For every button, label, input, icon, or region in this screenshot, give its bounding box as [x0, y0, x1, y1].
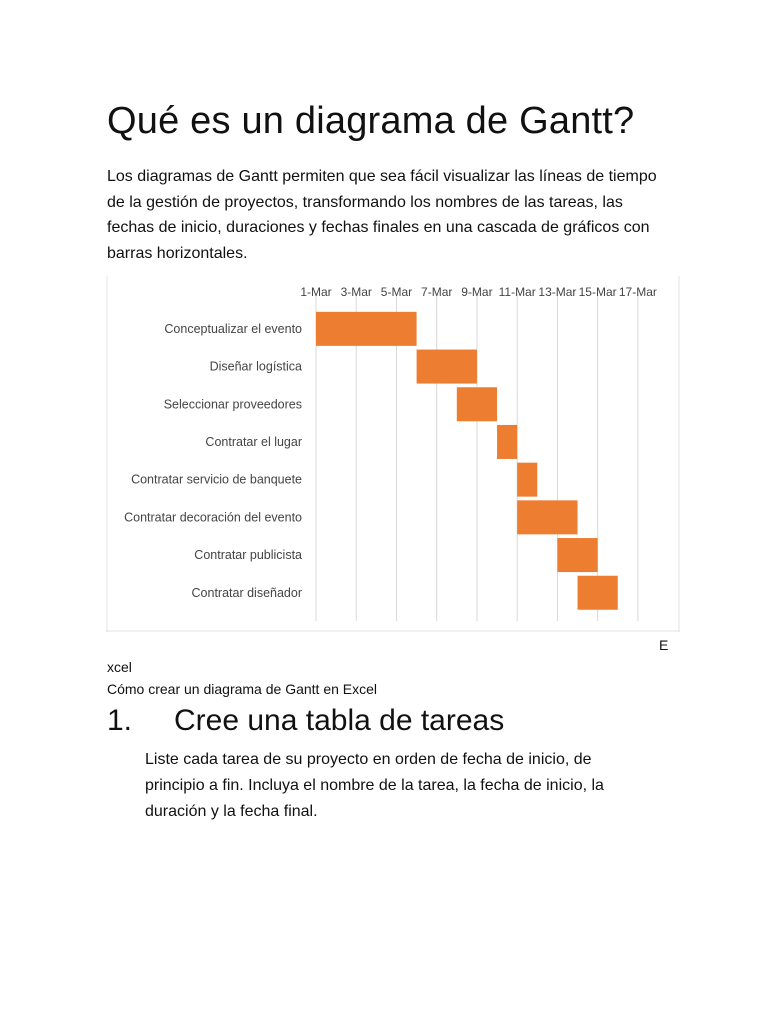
task-label: Contratar diseñador — [192, 586, 302, 600]
task-label: Diseñar logística — [210, 360, 302, 374]
task-label: Conceptualizar el evento — [164, 322, 302, 336]
x-axis-ticks: 1-Mar 3-Mar 5-Mar 7-Mar 9-Mar 11-Mar 13-Mar 15-… — [300, 285, 657, 299]
image-caption-fragment-2: xcel — [107, 659, 132, 675]
task-bar — [497, 424, 518, 459]
step-number: 1. — [107, 704, 133, 737]
task-bar — [416, 349, 477, 384]
task-label: Contratar servicio de banquete — [131, 473, 302, 487]
x-tick-label: 9-Mar — [461, 285, 492, 299]
task-bar — [456, 387, 498, 422]
task-label: Contratar decoración del evento — [124, 510, 302, 524]
task-bar — [517, 500, 578, 535]
image-caption-fragment: E — [659, 637, 669, 653]
x-tick-label: 1-Mar — [300, 285, 331, 299]
intro-paragraph: Los diagramas de Gantt permiten que sea … — [107, 168, 657, 262]
image-caption: Cómo crear un diagrama de Gantt en Excel — [107, 681, 378, 697]
x-tick-label: 7-Mar — [421, 285, 452, 299]
step-heading: 1. Cree una tabla de tareas — [107, 704, 504, 738]
task-label: Seleccionar proveedores — [164, 397, 302, 411]
task-bar — [557, 538, 598, 573]
step-description: Liste cada tarea de su proyecto en orden… — [145, 751, 604, 820]
task-bar — [517, 462, 538, 497]
gantt-chart: 1-Mar 3-Mar 5-Mar 7-Mar 9-Mar 11-Mar 13-Mar 15-… — [106, 276, 680, 632]
x-tick-label: 11-Mar — [499, 285, 536, 299]
chart-gridlines — [315, 294, 639, 621]
task-label: Contratar el lugar — [205, 435, 302, 449]
x-tick-label: 17-Mar — [619, 285, 657, 299]
task-label: Contratar publicista — [194, 548, 302, 562]
x-tick-label: 13-Mar — [538, 285, 576, 299]
task-bar — [577, 575, 618, 610]
x-tick-label: 5-Mar — [381, 285, 412, 299]
task-bars — [316, 311, 618, 610]
page-title: Qué es un diagrama de Gantt? — [107, 100, 635, 142]
x-tick-label: 15-Mar — [579, 285, 617, 299]
task-bar — [316, 311, 417, 346]
step-title: Cree una tabla de tareas — [174, 704, 505, 737]
x-tick-label: 3-Mar — [341, 285, 372, 299]
task-labels: Conceptualizar el evento Diseñar logístic… — [124, 322, 302, 600]
